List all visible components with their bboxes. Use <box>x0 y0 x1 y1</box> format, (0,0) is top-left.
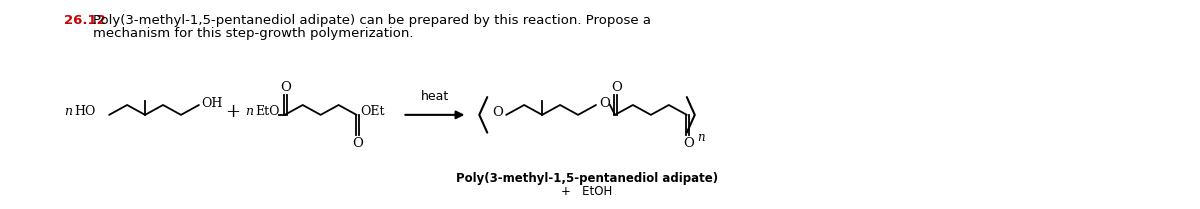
Text: heat: heat <box>421 90 449 103</box>
Text: O: O <box>281 81 292 94</box>
Text: n: n <box>697 131 704 144</box>
Text: n: n <box>65 105 72 119</box>
Text: n: n <box>245 105 253 119</box>
Text: EtO: EtO <box>254 105 280 119</box>
Text: 26.12: 26.12 <box>65 14 106 27</box>
Text: +: + <box>224 103 240 121</box>
Text: O: O <box>353 136 364 150</box>
Text: HO: HO <box>74 105 96 119</box>
Text: O: O <box>599 97 610 110</box>
Text: OEt: OEt <box>360 105 385 119</box>
Text: O: O <box>492 106 503 119</box>
Text: OH: OH <box>200 97 222 110</box>
Text: O: O <box>683 136 694 150</box>
Text: Poly(3-methyl-1,5-pentanediol adipate) can be prepared by this reaction. Propose: Poly(3-methyl-1,5-pentanediol adipate) c… <box>94 14 652 27</box>
Text: O: O <box>611 81 622 94</box>
Text: Poly(3-methyl-1,5-pentanediol adipate): Poly(3-methyl-1,5-pentanediol adipate) <box>456 172 718 185</box>
Text: +   EtOH: + EtOH <box>562 185 613 198</box>
Text: mechanism for this step-growth polymerization.: mechanism for this step-growth polymeriz… <box>94 27 414 40</box>
